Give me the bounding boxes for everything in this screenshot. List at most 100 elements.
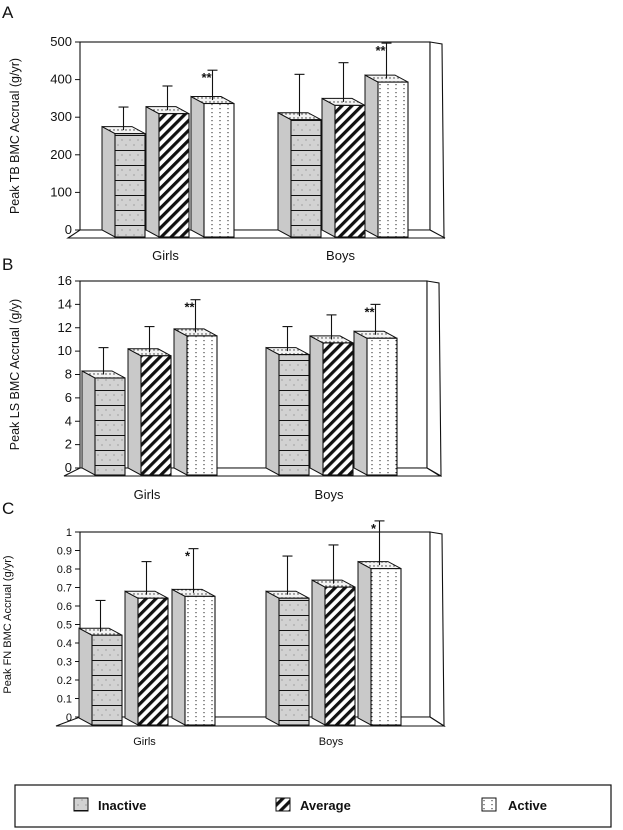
- bar-average-boys: [321, 62, 366, 238]
- significance-marker: **: [364, 304, 375, 319]
- y-tick-label: 4: [65, 413, 72, 428]
- y-tick-label: 0.9: [57, 546, 72, 558]
- bar-front-face: [324, 586, 356, 726]
- bar-average-boys: [311, 544, 356, 726]
- y-tick-label: 0.7: [57, 583, 72, 595]
- bar-side-face: [265, 346, 280, 476]
- y-tick-label: 0.3: [57, 657, 72, 669]
- bar-inactive-boys: [277, 73, 322, 238]
- bar-average-boys: [309, 314, 354, 476]
- bar-front-face: [94, 377, 126, 476]
- y-tick-label: 200: [50, 147, 72, 162]
- y-tick-label: 0: [65, 222, 72, 237]
- bar-inactive-girls: [101, 106, 146, 238]
- bar-front-face: [186, 335, 218, 476]
- panel-a-label: A: [2, 3, 14, 22]
- legend: Inactive Average Active: [14, 784, 612, 828]
- bar-side-face: [81, 370, 96, 476]
- bar-side-face: [277, 111, 292, 238]
- bar-side-face: [171, 588, 186, 726]
- panel-b: B 0 2 4 6 8 10 12 14 16 Peak LS BMC Accrual (g/y)…: [2, 255, 442, 502]
- y-axis-label: Peak LS BMC Accrual (g/y): [8, 299, 22, 450]
- bar-side-face: [127, 347, 142, 476]
- y-tick-label: 400: [50, 72, 72, 87]
- y-tick-label: 0.2: [57, 675, 72, 687]
- bar-side-face: [145, 105, 160, 238]
- bar-side-face: [364, 74, 379, 238]
- category-label-girls: Girls: [152, 248, 179, 263]
- category-label-girls: Girls: [134, 487, 161, 502]
- bar-side-face: [265, 590, 280, 726]
- legend-swatch-active: [481, 797, 497, 812]
- bar-average-girls: [127, 326, 172, 476]
- bar-front-face: [114, 133, 146, 238]
- bar-front-face: [137, 597, 169, 726]
- bar-active-boys: [353, 303, 398, 476]
- bar-average-girls: [145, 85, 190, 238]
- bar-side-face: [311, 579, 326, 726]
- bar-side-face: [78, 627, 93, 726]
- bar-front-face: [290, 119, 322, 238]
- panel-c-label: C: [2, 499, 14, 518]
- legend-item-active: Active: [481, 797, 547, 813]
- bar-front-face: [377, 81, 409, 238]
- legend-swatch-inactive: [73, 797, 89, 812]
- bar-front-face: [184, 595, 216, 726]
- y-tick-label: 10: [58, 343, 72, 358]
- legend-box: [14, 784, 612, 828]
- y-axis-label: Peak FN BMC Accrual (g/yr): [2, 555, 14, 693]
- bar-front-face: [366, 337, 398, 476]
- legend-item-average: Average: [275, 797, 351, 813]
- bar-active-boys: [364, 42, 409, 238]
- legend-label-inactive: Inactive: [98, 798, 146, 813]
- plot-side-wall: [426, 280, 442, 477]
- y-tick-label: 14: [58, 296, 72, 311]
- legend-label-active: Active: [508, 798, 547, 813]
- legend-swatch-average: [275, 797, 291, 812]
- bar-active-girls: [171, 548, 216, 726]
- y-tick-label: 1: [66, 527, 72, 539]
- bar-front-face: [370, 568, 402, 726]
- bar-front-face: [278, 597, 310, 726]
- significance-marker: *: [371, 521, 377, 536]
- category-label-boys: Boys: [315, 487, 344, 502]
- y-tick-label: 300: [50, 109, 72, 124]
- y-tick-label: 12: [58, 320, 72, 335]
- legend-item-inactive: Inactive: [73, 797, 146, 813]
- y-tick-label: 2: [65, 437, 72, 452]
- bar-front-face: [203, 102, 235, 238]
- bar-inactive-boys: [265, 555, 310, 726]
- bar-average-girls: [124, 561, 169, 726]
- significance-marker: *: [185, 549, 191, 564]
- category-label-girls: Girls: [133, 736, 156, 748]
- significance-marker: **: [375, 43, 386, 58]
- category-label-boys: Boys: [319, 736, 344, 748]
- bar-front-face: [322, 342, 354, 476]
- bar-side-face: [357, 560, 372, 726]
- plot-side-wall: [429, 531, 445, 728]
- bar-side-face: [124, 590, 139, 726]
- category-label-boys: Boys: [326, 248, 355, 263]
- bar-active-girls: [190, 69, 235, 238]
- significance-marker: **: [184, 300, 195, 315]
- y-tick-label: 100: [50, 184, 72, 199]
- y-tick-label: 0.4: [57, 638, 72, 650]
- bar-active-girls: [173, 299, 218, 476]
- bar-side-face: [321, 97, 336, 238]
- panel-c: C 0 0.1 0.2 0.3 0.4 0.5 0.6 0.7 0.8 0.9 1 Peak FN B…: [2, 499, 446, 748]
- bar-front-face: [91, 634, 123, 726]
- bar-front-face: [140, 355, 172, 476]
- panel-a: A 0 100 200 300 400 500 Peak TB BMC Accrual (g…: [2, 3, 446, 263]
- bar-side-face: [309, 335, 324, 476]
- y-tick-label: 0: [66, 712, 72, 724]
- bar-inactive-boys: [265, 326, 310, 476]
- bar-inactive-girls: [81, 347, 126, 476]
- significance-marker: **: [201, 70, 212, 85]
- legend-label-average: Average: [300, 798, 351, 813]
- y-tick-label: 0.8: [57, 564, 72, 576]
- y-tick-label: 0.5: [57, 620, 72, 632]
- bar-front-face: [334, 104, 366, 238]
- y-tick-label: 500: [50, 34, 72, 49]
- plot-side-wall: [429, 41, 445, 239]
- bar-front-face: [158, 113, 190, 238]
